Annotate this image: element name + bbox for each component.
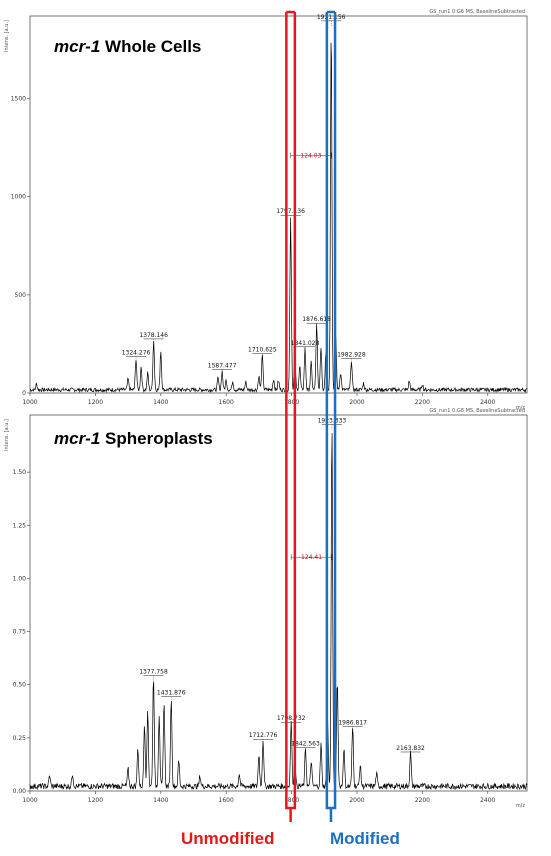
- x-tick-label: 1800: [284, 797, 299, 804]
- peak-label: 1876.618: [302, 316, 331, 323]
- y-axis-label: Intens. [a.u.]: [4, 419, 10, 451]
- y-tick-label: 0: [22, 390, 26, 397]
- panel-title: mcr-1 Whole Cells: [54, 37, 201, 56]
- panel-title: mcr-1 Spheroplasts: [54, 429, 213, 448]
- y-tick-label: 1.50: [13, 469, 27, 476]
- peak-label: 1798.732: [277, 715, 306, 722]
- peak-label: 1431.876: [157, 690, 186, 697]
- spectrum-panel-1: GS_run1 0:G6 MS, BaselineSubtracted Inten…: [4, 9, 528, 411]
- panel-title-strain: mcr-1: [54, 37, 100, 56]
- x-axis-label: m/z: [516, 803, 526, 809]
- y-tick-label: 0.00: [13, 788, 27, 795]
- peak-label: 1587.477: [208, 362, 237, 369]
- plot-frame: [29, 15, 528, 394]
- peak-label: 2163.832: [396, 745, 425, 752]
- modified-band-brace: [325, 800, 337, 822]
- y-tick-label: 1.00: [13, 575, 27, 582]
- y-tick-label: 1500: [11, 96, 26, 103]
- unmodified-band-brace: [285, 800, 297, 822]
- y-tick-label: 500: [15, 292, 27, 299]
- peak-label: 1710.625: [248, 347, 277, 354]
- peak-label: 1982.928: [337, 352, 366, 359]
- x-tick-label: 1600: [219, 399, 234, 406]
- modified-label: Modified: [330, 829, 400, 848]
- peak-label: 1986.817: [338, 719, 367, 726]
- panel-title-sample: Spheroplasts: [100, 429, 212, 448]
- y-tick-label: 0.25: [13, 735, 27, 742]
- peak-label: 1377.758: [139, 668, 168, 675]
- x-tick-label: 2200: [415, 399, 430, 406]
- x-tick-label: 1400: [153, 797, 168, 804]
- y-tick-label: 1.25: [13, 522, 27, 529]
- x-tick-label: 1200: [88, 797, 103, 804]
- peak-label: 1841.028: [291, 340, 320, 347]
- plot-frame: [29, 414, 528, 792]
- x-tick-label: 2000: [349, 399, 364, 406]
- mass-difference-label: 124.41: [301, 554, 322, 561]
- x-tick-label: 1400: [153, 399, 168, 406]
- y-axis-label: Intens. [a.u.]: [4, 20, 10, 52]
- x-tick-label: 1200: [88, 399, 103, 406]
- x-tick-label: 2400: [480, 797, 495, 804]
- peak-label: 1324.276: [122, 350, 151, 357]
- spectrum-panel-2: GS_run1 0:G8 MS, BaselineSubtracted Inten…: [4, 408, 528, 809]
- peak-label: 1923.333: [318, 418, 347, 425]
- x-tick-label: 1600: [219, 797, 234, 804]
- y-tick-label: 0.50: [13, 682, 27, 689]
- y-tick-label: 0.75: [13, 629, 27, 636]
- x-tick-label: 2200: [415, 797, 430, 804]
- x-tick-label: 1000: [22, 797, 37, 804]
- spectrum-header: GS_run1 0:G6 MS, BaselineSubtracted: [429, 9, 525, 15]
- x-tick-label: 1800: [284, 399, 299, 406]
- x-tick-label: 1000: [22, 399, 37, 406]
- x-tick-label: 2400: [480, 399, 495, 406]
- peak-label: 1842.563: [291, 741, 320, 748]
- y-tick-label: 1000: [11, 194, 26, 201]
- peak-label: 1712.776: [249, 732, 278, 739]
- peak-label: 1797.136: [276, 208, 305, 215]
- peak-label: 1921.156: [317, 14, 346, 21]
- mass-difference-label: 124.03: [300, 152, 321, 159]
- spectrum-header: GS_run1 0:G8 MS, BaselineSubtracted: [429, 408, 525, 414]
- panel-title-strain: mcr-1: [54, 429, 100, 448]
- peak-label: 1378.146: [139, 332, 168, 339]
- spectrum-trace: [29, 433, 528, 791]
- panel-title-sample: Whole Cells: [100, 37, 201, 56]
- spectrum-trace: [29, 42, 528, 394]
- x-axis-label: m/z: [516, 405, 526, 411]
- unmodified-label: Unmodified: [181, 829, 275, 848]
- x-tick-label: 2000: [349, 797, 364, 804]
